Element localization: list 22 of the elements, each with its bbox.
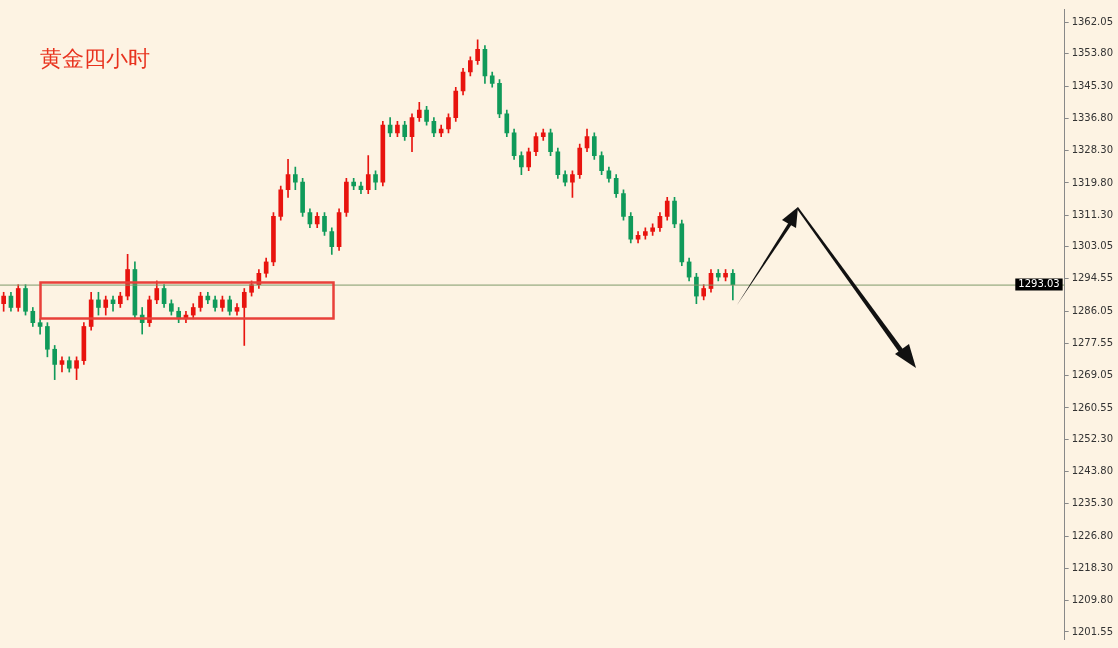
y-tick-label: 1235.30 <box>1071 497 1114 509</box>
y-tick-label: 1294.55 <box>1071 272 1114 284</box>
y-tick-label: 1252.30 <box>1071 432 1114 444</box>
y-tick-label: 1277.55 <box>1071 336 1114 348</box>
y-tick-label: 1218.30 <box>1071 561 1114 573</box>
y-tick-label: 1319.80 <box>1071 176 1114 188</box>
y-tick-label: 1201.55 <box>1071 625 1114 637</box>
ref-line-label: 1293.03 <box>1018 278 1060 290</box>
y-tick-label: 1328.30 <box>1071 144 1114 156</box>
y-tick-label: 1286.05 <box>1071 304 1114 316</box>
y-tick-label: 1345.30 <box>1071 79 1114 91</box>
y-tick-label: 1311.30 <box>1071 208 1114 220</box>
text: 黄金四小时 <box>40 45 150 71</box>
y-tick-label: 1336.80 <box>1071 111 1114 123</box>
y-tick-label: 1353.80 <box>1071 47 1114 59</box>
y-tick-label: 1362.05 <box>1071 16 1114 28</box>
y-tick-label: 1269.05 <box>1071 369 1114 381</box>
y-tick-label: 1226.80 <box>1071 529 1114 541</box>
y-tick-label: 1243.80 <box>1071 465 1114 477</box>
y-tick-label: 1260.55 <box>1071 401 1114 413</box>
y-tick-label: 1303.05 <box>1071 240 1114 252</box>
y-tick-label: 1209.80 <box>1071 594 1114 606</box>
